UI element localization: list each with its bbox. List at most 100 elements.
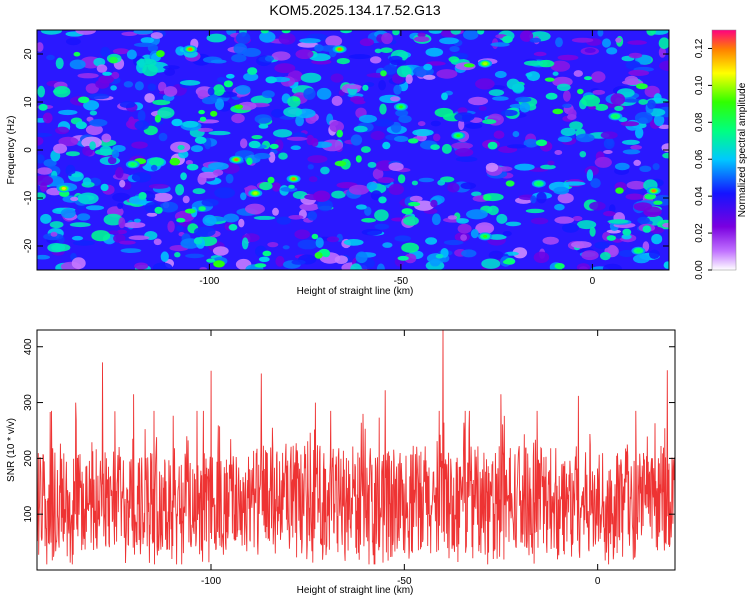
heatmap-cell	[69, 59, 86, 70]
heatmap-cell	[134, 81, 144, 91]
heatmap-cell	[85, 83, 99, 94]
heatmap-cell	[603, 138, 615, 150]
heatmap-cell	[434, 107, 454, 118]
heatmap-cell	[151, 120, 164, 126]
chart-title: KOM5.2025.134.17.52.G13	[269, 2, 440, 18]
heatmap-cell	[544, 77, 555, 82]
heatmap-cell	[627, 40, 647, 45]
heatmap-cell	[465, 122, 483, 129]
heatmap-cell	[366, 181, 378, 191]
heatmap-cell	[606, 235, 616, 241]
heatmap-cell	[547, 160, 555, 166]
heatmap-cell	[359, 38, 374, 47]
heatmap-cell	[584, 48, 596, 53]
heatmap-cell	[89, 141, 96, 151]
heatmap-cell	[390, 121, 402, 133]
heatmap-cell	[98, 75, 115, 84]
heatmap-cell	[128, 116, 135, 128]
heatmap-cell	[397, 174, 406, 184]
heatmap-cell	[223, 80, 233, 88]
heatmap-cell	[144, 93, 155, 103]
heatmap-cell	[455, 156, 478, 162]
heatmap-cell	[82, 177, 92, 186]
heatmap-cell	[649, 249, 660, 259]
heatmap-cell	[502, 35, 513, 44]
heatmap-cell	[182, 120, 199, 128]
heatmap-cell	[331, 95, 343, 106]
heatmap-cell	[378, 80, 386, 91]
heatmap-cell	[259, 182, 273, 191]
heatmap-cell	[197, 89, 209, 100]
heatmap-cell	[311, 233, 319, 240]
heatmap-cell	[231, 113, 245, 124]
heatmap-cell	[72, 240, 95, 246]
heatmap-cell	[346, 84, 362, 90]
heatmap-cell	[379, 103, 387, 115]
heatmap-cell	[454, 112, 475, 122]
heatmap-cell	[182, 195, 190, 204]
heatmap-cell	[485, 162, 499, 172]
heatmap-cell	[65, 151, 80, 157]
snr-y-label: SNR (10 * v/v)	[6, 418, 17, 482]
heatmap-cell	[628, 52, 643, 59]
heatmap-cell	[49, 221, 64, 229]
heatmap-cell	[514, 163, 535, 171]
heatmap-cell	[407, 138, 419, 144]
heatmap-cell	[457, 223, 472, 234]
heatmap-cell	[241, 237, 249, 250]
heatmap-cell	[426, 61, 446, 66]
heatmap-cell	[418, 177, 435, 183]
heatmap-cell	[494, 70, 507, 79]
heatmap-cell	[392, 30, 400, 36]
heatmap-cell	[594, 241, 610, 249]
heatmap-cell	[37, 254, 50, 260]
heatmap-cell	[235, 85, 251, 95]
heatmap-cell	[71, 235, 84, 241]
heatmap-cell	[500, 109, 518, 117]
heatmap-cell	[545, 92, 558, 100]
heatmap-cell	[600, 252, 611, 261]
heatmap-x-label: Height of straight line (km)	[297, 286, 414, 297]
heatmap-hotspot	[651, 189, 656, 193]
heatmap-cell	[308, 176, 318, 183]
y-tick-label: -20	[23, 238, 34, 253]
heatmap-cell	[652, 163, 660, 171]
heatmap-cell	[291, 259, 306, 265]
heatmap-cell	[292, 191, 308, 199]
heatmap-cell	[658, 47, 667, 58]
heatmap-cell	[119, 179, 126, 188]
heatmap-cell	[100, 183, 109, 192]
heatmap-cell	[481, 258, 501, 269]
heatmap-cell	[77, 192, 99, 205]
heatmap-cell	[460, 234, 467, 241]
heatmap-hotspot	[483, 62, 488, 65]
heatmap-cell	[295, 115, 304, 127]
heatmap-cell	[154, 114, 161, 123]
heatmap-cell	[201, 198, 219, 207]
heatmap-cell	[361, 218, 376, 223]
heatmap-cell	[246, 157, 253, 166]
heatmap-hotspot	[234, 158, 239, 162]
heatmap-cell	[487, 205, 499, 216]
heatmap-cell	[653, 200, 663, 205]
heatmap-cell	[376, 263, 385, 270]
heatmap-cell	[607, 219, 629, 224]
heatmap-cell	[247, 67, 258, 75]
heatmap-cell	[523, 138, 539, 148]
heatmap-cell	[180, 172, 187, 181]
heatmap-cell	[468, 96, 489, 106]
heatmap-cell	[231, 54, 247, 63]
heatmap-cell	[579, 151, 587, 158]
heatmap-cell	[552, 71, 559, 76]
heatmap-cell	[253, 215, 276, 220]
heatmap-cell	[37, 42, 44, 52]
heatmap-cell	[554, 203, 565, 211]
heatmap-cell	[267, 176, 275, 184]
heatmap-cell	[198, 109, 205, 115]
colorbar-tick-label: 0.06	[694, 149, 705, 169]
heatmap-cell	[265, 76, 277, 84]
heatmap-cell	[659, 60, 669, 72]
heatmap-cell	[185, 253, 205, 259]
heatmap-cell	[271, 108, 284, 118]
